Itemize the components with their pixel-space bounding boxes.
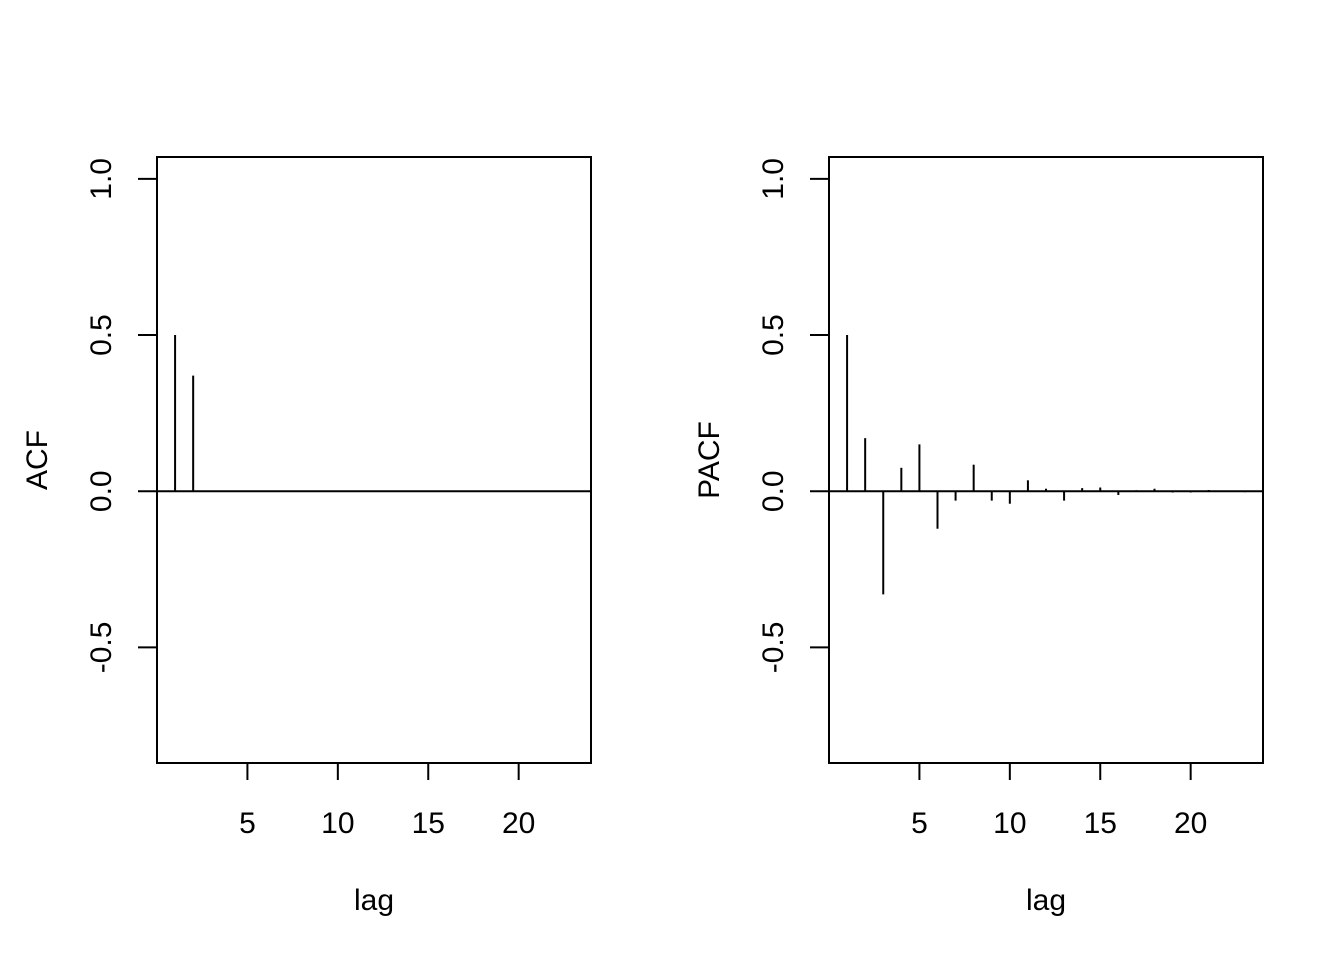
acf-y-tick-label: 0.0 (85, 470, 118, 512)
acf-x-tick-label: 10 (321, 807, 354, 840)
acf-x-tick-label: 20 (502, 807, 535, 840)
acf-x-tick-label: 15 (412, 807, 445, 840)
acf-spikes (174, 335, 195, 492)
acf-y-tick-label: 1.0 (85, 158, 118, 200)
pacf-plot-frame (828, 156, 1264, 764)
pacf-x-tick-label: 10 (993, 807, 1026, 840)
pacf-x-tick-label: 5 (911, 807, 928, 840)
pacf-panel: 5 10 15 20 -0.5 0.0 0.5 1.0 lag PACF (693, 156, 1264, 917)
acf-x-tick-label: 5 (239, 807, 256, 840)
acf-y-tick-label: -0.5 (85, 622, 118, 674)
pacf-y-tick-label: 1.0 (757, 158, 790, 200)
pacf-y-axis-label: PACF (693, 421, 726, 499)
pacf-y-axis: -0.5 0.0 0.5 1.0 (757, 158, 829, 673)
pacf-y-tick-label: 0.5 (757, 314, 790, 356)
pacf-y-tick-label: 0.0 (757, 470, 790, 512)
acf-plot-frame (156, 156, 592, 764)
pacf-x-tick-label: 20 (1174, 807, 1207, 840)
acf-x-axis: 5 10 15 20 (239, 763, 535, 840)
pacf-x-axis-label: lag (1026, 884, 1066, 917)
acf-y-axis: -0.5 0.0 0.5 1.0 (85, 158, 157, 673)
pacf-x-tick-label: 15 (1084, 807, 1117, 840)
acf-x-axis-label: lag (354, 884, 394, 917)
acf-panel: 5 10 15 20 -0.5 0.0 0.5 1.0 lag ACF (21, 156, 592, 917)
pacf-y-tick-label: -0.5 (757, 622, 790, 674)
pacf-x-axis: 5 10 15 20 (911, 763, 1207, 840)
acf-y-axis-label: ACF (21, 430, 54, 490)
acf-y-tick-label: 0.5 (85, 314, 118, 356)
